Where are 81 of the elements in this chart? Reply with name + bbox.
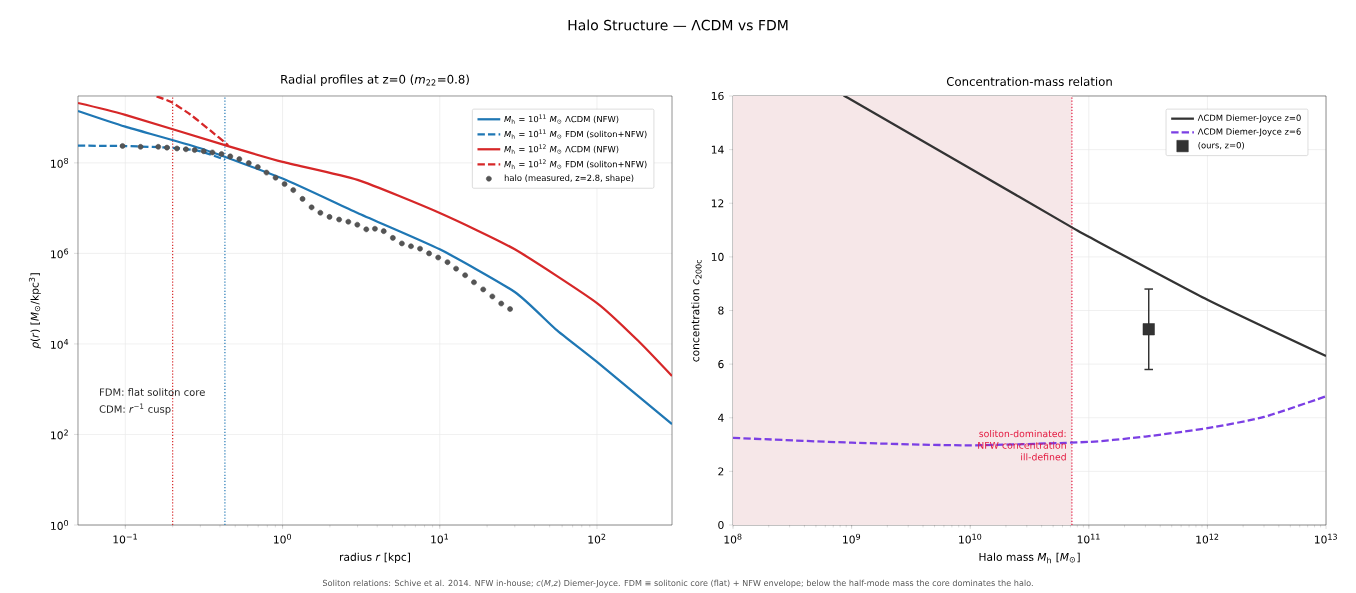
y-tick-label: 2 xyxy=(718,467,724,476)
y-tick-label: 4 xyxy=(718,413,724,422)
point xyxy=(345,218,352,225)
point xyxy=(290,187,297,193)
annotation: FDM: flat soliton core xyxy=(100,388,205,396)
legend-label: (ours, z=0) xyxy=(1198,141,1244,150)
text: Halo Structure — ΛCDM vs FDM xyxy=(568,19,788,31)
x-axis-title: Halo mass M$_{h}$ [M$_{⊙}$] xyxy=(979,552,1080,564)
y-tick-label: 10$^{2}$ xyxy=(51,429,68,440)
point xyxy=(507,306,513,312)
annotation: CDM: r$^{−1}$ cusp xyxy=(99,403,171,415)
y-tick-label: 10$^{4}$ xyxy=(51,339,69,349)
point xyxy=(255,164,261,170)
y-tick-label: 10$^{6}$ xyxy=(51,248,69,259)
point xyxy=(354,221,361,228)
point xyxy=(480,286,487,293)
point xyxy=(435,254,441,261)
legend-label: M$_{h}$ = 10$^{11}$ M$_{⊙}$ FDM (soliton+NFW) xyxy=(504,129,647,139)
y-axis-title: concentration c$_{200c}$ xyxy=(691,259,702,362)
x-tick-label: 10$^{10}$ xyxy=(959,533,982,544)
point xyxy=(164,144,170,151)
text: ρ(r) [M$_{⊙}$/kpc$^{3}$] xyxy=(28,273,41,349)
point xyxy=(272,174,279,181)
legend-label: ΛCDM Diemer-Joyce z=6 xyxy=(1197,128,1301,137)
x-tick-label: 10$^{1}$ xyxy=(431,533,449,544)
point xyxy=(489,293,496,300)
point xyxy=(417,245,423,252)
point xyxy=(498,300,505,307)
point xyxy=(453,265,459,272)
point xyxy=(336,216,342,223)
y-tick-label: 10 xyxy=(711,252,724,261)
chart-title: Concentration-mass relation xyxy=(946,76,1112,86)
legend-label: M$_{h}$ = 10$^{12}$ M$_{⊙}$ ΛCDM (NFW) xyxy=(504,144,619,154)
point xyxy=(363,226,370,233)
point xyxy=(471,279,477,286)
point xyxy=(462,272,468,278)
point xyxy=(236,156,243,162)
point xyxy=(209,149,216,156)
point xyxy=(183,146,189,153)
x-tick-label: 10$^{0}$ xyxy=(274,533,292,544)
x-tick-label: 10$^{9}$ xyxy=(843,533,861,544)
point xyxy=(200,148,207,155)
x-tick-label: 10$^{−1}$ xyxy=(113,533,137,544)
point xyxy=(299,196,306,202)
legend-label: M$_{h}$ = 10$^{11}$ M$_{⊙}$ ΛCDM (NFW) xyxy=(504,114,619,124)
text: Soliton relations: Schive et al. 2014. NFW in-house; c(M,z) Diemer-Joyce. FDM ≡ solitonic core (flat) + NFW envelope; below the half-mode mass the core dominates the halo. xyxy=(322,579,1033,588)
y-tick-label: 6 xyxy=(718,360,724,369)
legend-label: halo (measured, z=2.8, shape) xyxy=(504,174,634,183)
y-tick-label: 10$^{8}$ xyxy=(51,157,69,168)
point xyxy=(426,250,432,257)
point xyxy=(227,153,234,160)
y-tick-label: 16 xyxy=(711,91,724,101)
point xyxy=(263,169,270,176)
chart-title: Radial profiles at z=0 (m$_{22}$=0.8) xyxy=(281,74,469,86)
point xyxy=(399,240,405,247)
legend-label: ΛCDM Diemer-Joyce z=0 xyxy=(1197,114,1301,123)
point xyxy=(281,181,288,187)
point xyxy=(308,204,315,211)
point xyxy=(174,145,180,152)
x-tick-label: 10$^{13}$ xyxy=(1314,533,1337,544)
point xyxy=(191,147,198,153)
point xyxy=(245,160,252,166)
point xyxy=(372,225,378,232)
y-tick-label: 10$^{0}$ xyxy=(51,520,69,530)
y-tick-label: 12 xyxy=(711,199,724,208)
y-tick-label: 0 xyxy=(718,520,724,530)
y-tick-label: 14 xyxy=(711,145,724,154)
x-tick-label: 10$^{2}$ xyxy=(588,533,606,544)
x-tick-label: 10$^{11}$ xyxy=(1077,533,1100,544)
point xyxy=(155,144,162,150)
point xyxy=(317,209,324,216)
x-tick-label: 10$^{12}$ xyxy=(1196,533,1219,544)
point xyxy=(326,214,333,220)
point xyxy=(218,151,225,157)
y-tick-label: 8 xyxy=(718,306,724,315)
x-axis-title: radius r [kpc] xyxy=(340,552,410,564)
point xyxy=(380,228,387,234)
legend-label: M$_{h}$ = 10$^{12}$ M$_{⊙}$ FDM (soliton+NFW) xyxy=(504,159,647,169)
point xyxy=(408,243,414,250)
point xyxy=(390,235,396,241)
point xyxy=(444,259,451,265)
